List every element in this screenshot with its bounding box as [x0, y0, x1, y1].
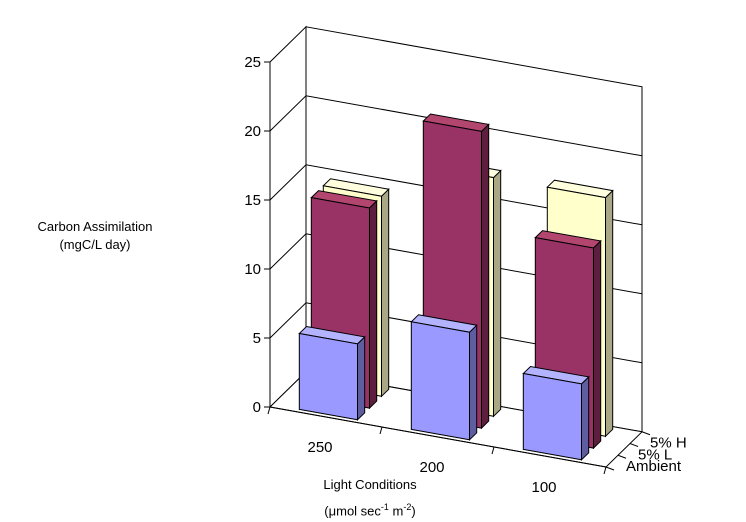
y-tick-label: 5 — [253, 330, 261, 347]
x-axis-unit-m: m — [388, 503, 404, 519]
x-tick — [379, 426, 383, 435]
bar-side — [581, 375, 590, 461]
z-tick — [629, 443, 639, 447]
gridline — [269, 164, 643, 226]
bars — [298, 113, 614, 461]
y-tick-label: 15 — [244, 192, 261, 209]
gridlines — [269, 95, 643, 364]
gridline — [269, 302, 643, 364]
y-tick-label: 25 — [244, 54, 261, 71]
bar-front — [298, 332, 358, 421]
series-label: 5% H — [650, 435, 687, 452]
series-label: Ambient — [626, 458, 682, 475]
x-tick-label: 100 — [531, 479, 556, 496]
y-tick-label: 0 — [253, 399, 261, 416]
y-tick-label: 20 — [244, 123, 261, 140]
bar-front — [522, 372, 582, 461]
bar-side — [369, 199, 378, 410]
x-tick — [491, 446, 495, 455]
series-label: 5% L — [638, 446, 672, 463]
x-tick-label: 200 — [419, 459, 444, 476]
x-tick-label: 250 — [307, 439, 332, 456]
bar — [522, 365, 590, 461]
z-tick — [641, 431, 651, 436]
gridline — [269, 95, 643, 157]
bar-side — [493, 169, 502, 418]
z-tick — [617, 454, 627, 459]
x-axis-paren-open: ( — [324, 503, 329, 519]
x-axis-exp1: -1 — [380, 502, 389, 512]
bar-front — [410, 321, 470, 441]
bar — [298, 325, 366, 421]
bar-side — [605, 189, 614, 438]
axes — [264, 61, 651, 475]
z-tick — [605, 466, 615, 471]
x-tick — [603, 466, 607, 475]
bar-side — [381, 188, 390, 398]
x-tick — [267, 406, 271, 415]
bar-side — [481, 123, 490, 430]
x-axis-paren-close: ) — [411, 503, 416, 519]
x-axis-mu: μ — [328, 503, 337, 519]
y-axis-label-line1: Carbon Assimilation — [37, 219, 153, 234]
y-axis-label-line2: (mgC/L day) — [59, 237, 131, 252]
x-axis-label-line1: Light Conditions — [323, 477, 417, 492]
bar-side — [593, 239, 602, 450]
bar — [410, 314, 478, 441]
bar-side — [357, 335, 366, 421]
x-axis-label-line2: (μmol sec-1 m-2) — [270, 496, 470, 522]
x-axis-line — [269, 406, 607, 468]
x-axis-exp2: -2 — [403, 502, 412, 512]
x-axis-unit-mol: mol sec — [336, 503, 381, 519]
bar-side — [469, 324, 478, 441]
x-axis-label: Light Conditions (μmol sec-1 m-2) — [270, 474, 470, 522]
y-tick-label: 10 — [244, 261, 261, 278]
gridline — [269, 233, 643, 295]
y-axis-label: Carbon Assimilation (mgC/L day) — [0, 218, 190, 254]
